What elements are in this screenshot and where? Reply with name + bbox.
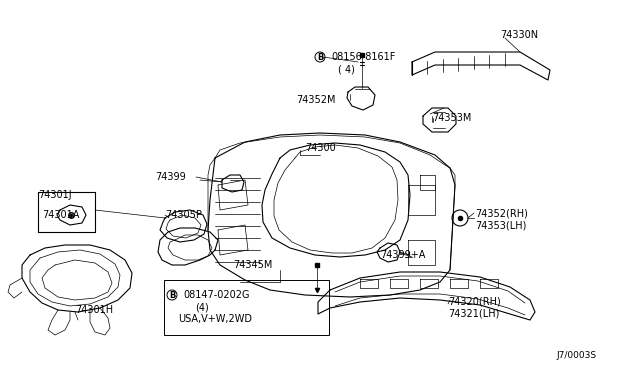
Text: 74301J: 74301J <box>38 190 72 200</box>
Text: 74305P: 74305P <box>165 210 202 220</box>
Text: 08156-8161F: 08156-8161F <box>331 52 396 62</box>
Text: (4): (4) <box>195 302 209 312</box>
Text: 74352(RH): 74352(RH) <box>475 208 528 218</box>
Bar <box>164 280 329 335</box>
Text: 74330N: 74330N <box>500 30 538 40</box>
Text: 74399: 74399 <box>155 172 186 182</box>
Text: B: B <box>317 52 323 61</box>
Text: 74399+A: 74399+A <box>380 250 426 260</box>
Text: 08147-0202G: 08147-0202G <box>183 290 250 300</box>
Text: J7/0003S: J7/0003S <box>556 350 596 359</box>
Text: 74345M: 74345M <box>233 260 273 270</box>
Text: B: B <box>169 291 175 299</box>
Text: 74353M: 74353M <box>432 113 472 123</box>
Text: ( 4): ( 4) <box>338 64 355 74</box>
Text: 74320(RH): 74320(RH) <box>448 297 500 307</box>
Text: USA,V+W,2WD: USA,V+W,2WD <box>178 314 252 324</box>
Text: 74301A: 74301A <box>42 210 79 220</box>
Text: 74301H: 74301H <box>75 305 113 315</box>
Text: 74321(LH): 74321(LH) <box>448 309 499 319</box>
Text: 74352M: 74352M <box>296 95 335 105</box>
Text: 74300: 74300 <box>305 143 336 153</box>
Text: 74353(LH): 74353(LH) <box>475 220 526 230</box>
